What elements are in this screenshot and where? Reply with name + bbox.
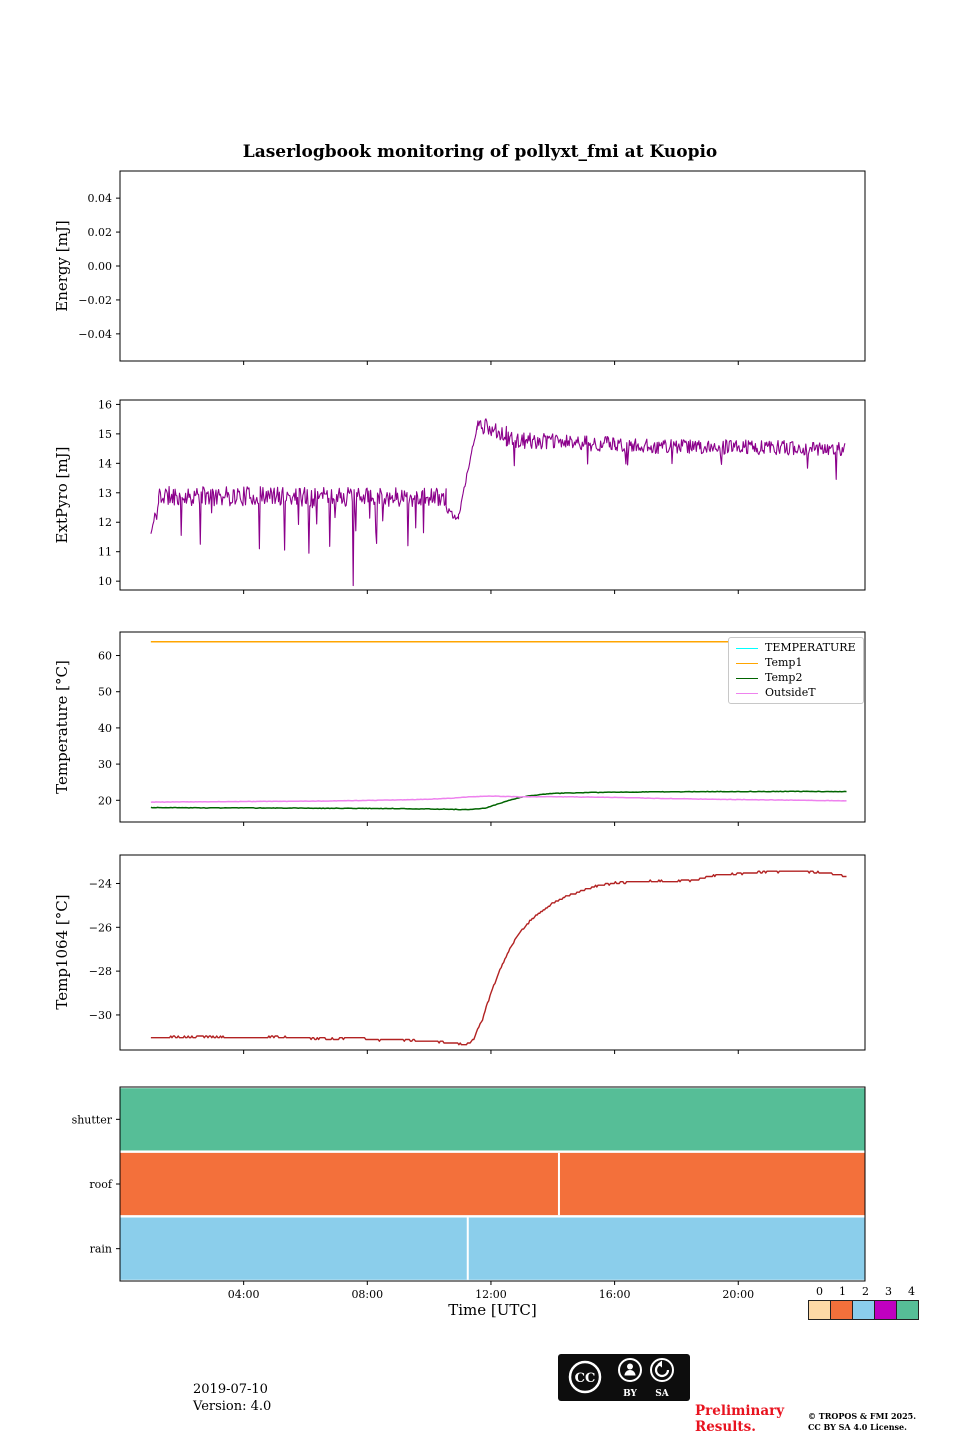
share-alike-icon xyxy=(650,1358,674,1382)
x-tick-label: 12:00 xyxy=(475,1288,507,1301)
energy-axis-label: Energy [mJ] xyxy=(53,220,71,312)
series-ExtPyro xyxy=(150,418,846,587)
copyright-note: © TROPOS & FMI 2025. CC BY SA 4.0 Licens… xyxy=(808,1411,916,1433)
status-row-label: shutter xyxy=(72,1113,113,1126)
status-colorbar: 0 1 2 3 4 xyxy=(808,1285,923,1320)
tick-label: −24 xyxy=(89,877,112,890)
x-tick-label: 16:00 xyxy=(599,1288,631,1301)
tick-label: 0.02 xyxy=(88,226,113,239)
colorbar-cells xyxy=(808,1300,923,1320)
figure-title: Laserlogbook monitoring of pollyxt_fmi a… xyxy=(242,142,718,162)
legend-line-sample xyxy=(736,662,758,664)
person-head-icon xyxy=(627,1363,633,1370)
person-body-icon xyxy=(624,1370,636,1376)
temp1064-axes-frame xyxy=(119,854,866,1051)
tick-label: −26 xyxy=(89,921,112,934)
colorbar-value: 4 xyxy=(908,1285,915,1298)
status-break xyxy=(557,1152,560,1216)
tick-label: 10 xyxy=(98,575,112,588)
temperature-axis-label: Temperature [°C] xyxy=(53,660,71,794)
legend-item: Temp1 xyxy=(736,657,856,669)
x-tick-label: 04:00 xyxy=(228,1288,260,1301)
series-OutsideT xyxy=(150,795,847,803)
temperature-axes-frame xyxy=(119,631,866,823)
tick-label: 30 xyxy=(98,758,112,771)
sa-text: SA xyxy=(655,1389,669,1399)
date-text: 2019-07-10 xyxy=(193,1382,268,1397)
preliminary-line2: Results. xyxy=(695,1419,756,1435)
by-text: BY xyxy=(623,1389,637,1399)
legend-label: Temp1 xyxy=(765,656,803,669)
status-band-rain xyxy=(120,1217,865,1280)
status-band-shutter xyxy=(120,1088,865,1151)
time-axis-label: Time [UTC] xyxy=(448,1301,537,1319)
colorbar-cell xyxy=(896,1300,919,1320)
preliminary-note: Preliminary Results. xyxy=(695,1403,784,1435)
tick-label: 50 xyxy=(98,686,112,699)
date-version: 2019-07-10 Version: 4.0 xyxy=(193,1381,271,1415)
tick-label: 40 xyxy=(98,722,112,735)
preliminary-line1: Preliminary xyxy=(695,1403,785,1419)
status-break xyxy=(466,1217,469,1280)
tick-label: 60 xyxy=(98,650,112,663)
tick-label: 16 xyxy=(98,398,112,411)
status-axes-frame xyxy=(119,1086,866,1282)
cc-logo-icon xyxy=(568,1360,602,1394)
extpyro-axes-frame xyxy=(119,399,866,591)
series-Temp1064 xyxy=(150,870,847,1046)
copyright-line2: CC BY SA 4.0 License. xyxy=(808,1422,907,1432)
tick-label: 0.00 xyxy=(88,260,113,273)
extpyro-axis-label: ExtPyro [mJ] xyxy=(53,446,71,544)
legend-label: TEMPERATURE xyxy=(765,641,856,654)
cc-license-badge: CC BY SA xyxy=(558,1354,690,1401)
tick-label: −0.02 xyxy=(78,294,112,307)
tick-label: 0.04 xyxy=(88,192,113,205)
tick-label: 14 xyxy=(98,457,112,470)
colorbar-value: 0 xyxy=(816,1285,823,1298)
energy-axes-frame xyxy=(119,170,866,362)
tick-label: 15 xyxy=(98,428,112,441)
tick-label: 11 xyxy=(98,546,112,559)
colorbar-value: 1 xyxy=(839,1285,846,1298)
tick-label: 13 xyxy=(98,487,112,500)
cc-badge-graphic: CC BY SA xyxy=(558,1354,690,1401)
legend-item: Temp2 xyxy=(736,672,856,684)
temp1064-axis-label: Temp1064 [°C] xyxy=(53,894,71,1010)
tick-label: 12 xyxy=(98,516,112,529)
tick-label: −28 xyxy=(89,965,112,978)
share-alike-arrowhead-icon xyxy=(657,1360,662,1368)
status-band-roof xyxy=(120,1152,865,1216)
legend-line-sample xyxy=(736,647,758,649)
x-tick-label: 08:00 xyxy=(351,1288,383,1301)
legend-item: OutsideT xyxy=(736,687,856,699)
attribution-person-icon xyxy=(618,1358,642,1382)
temperature-legend: TEMPERATURE Temp1 Temp2 OutsideT xyxy=(728,637,864,704)
colorbar-cell xyxy=(874,1300,897,1320)
tick-label: −0.04 xyxy=(78,328,112,341)
version-text: Version: 4.0 xyxy=(193,1399,272,1414)
colorbar-cell xyxy=(830,1300,853,1320)
colorbar-value: 3 xyxy=(885,1285,892,1298)
legend-label: Temp2 xyxy=(765,671,803,684)
tick-label: 20 xyxy=(98,794,112,807)
colorbar-cell xyxy=(852,1300,875,1320)
colorbar-labels: 0 1 2 3 4 xyxy=(808,1285,923,1299)
legend-line-sample xyxy=(736,692,758,694)
legend-line-sample xyxy=(736,677,758,679)
copyright-line1: © TROPOS & FMI 2025. xyxy=(808,1411,917,1421)
legend-item: TEMPERATURE xyxy=(736,642,856,654)
status-row-label: rain xyxy=(90,1243,112,1256)
legend-label: OutsideT xyxy=(765,686,816,699)
series-Temp2 xyxy=(150,790,847,811)
x-tick-label: 20:00 xyxy=(722,1288,754,1301)
tick-label: −30 xyxy=(89,1009,112,1022)
colorbar-value: 2 xyxy=(862,1285,869,1298)
colorbar-cell xyxy=(808,1300,831,1320)
status-row-label: roof xyxy=(89,1178,113,1191)
cc-text: CC xyxy=(575,1371,596,1386)
